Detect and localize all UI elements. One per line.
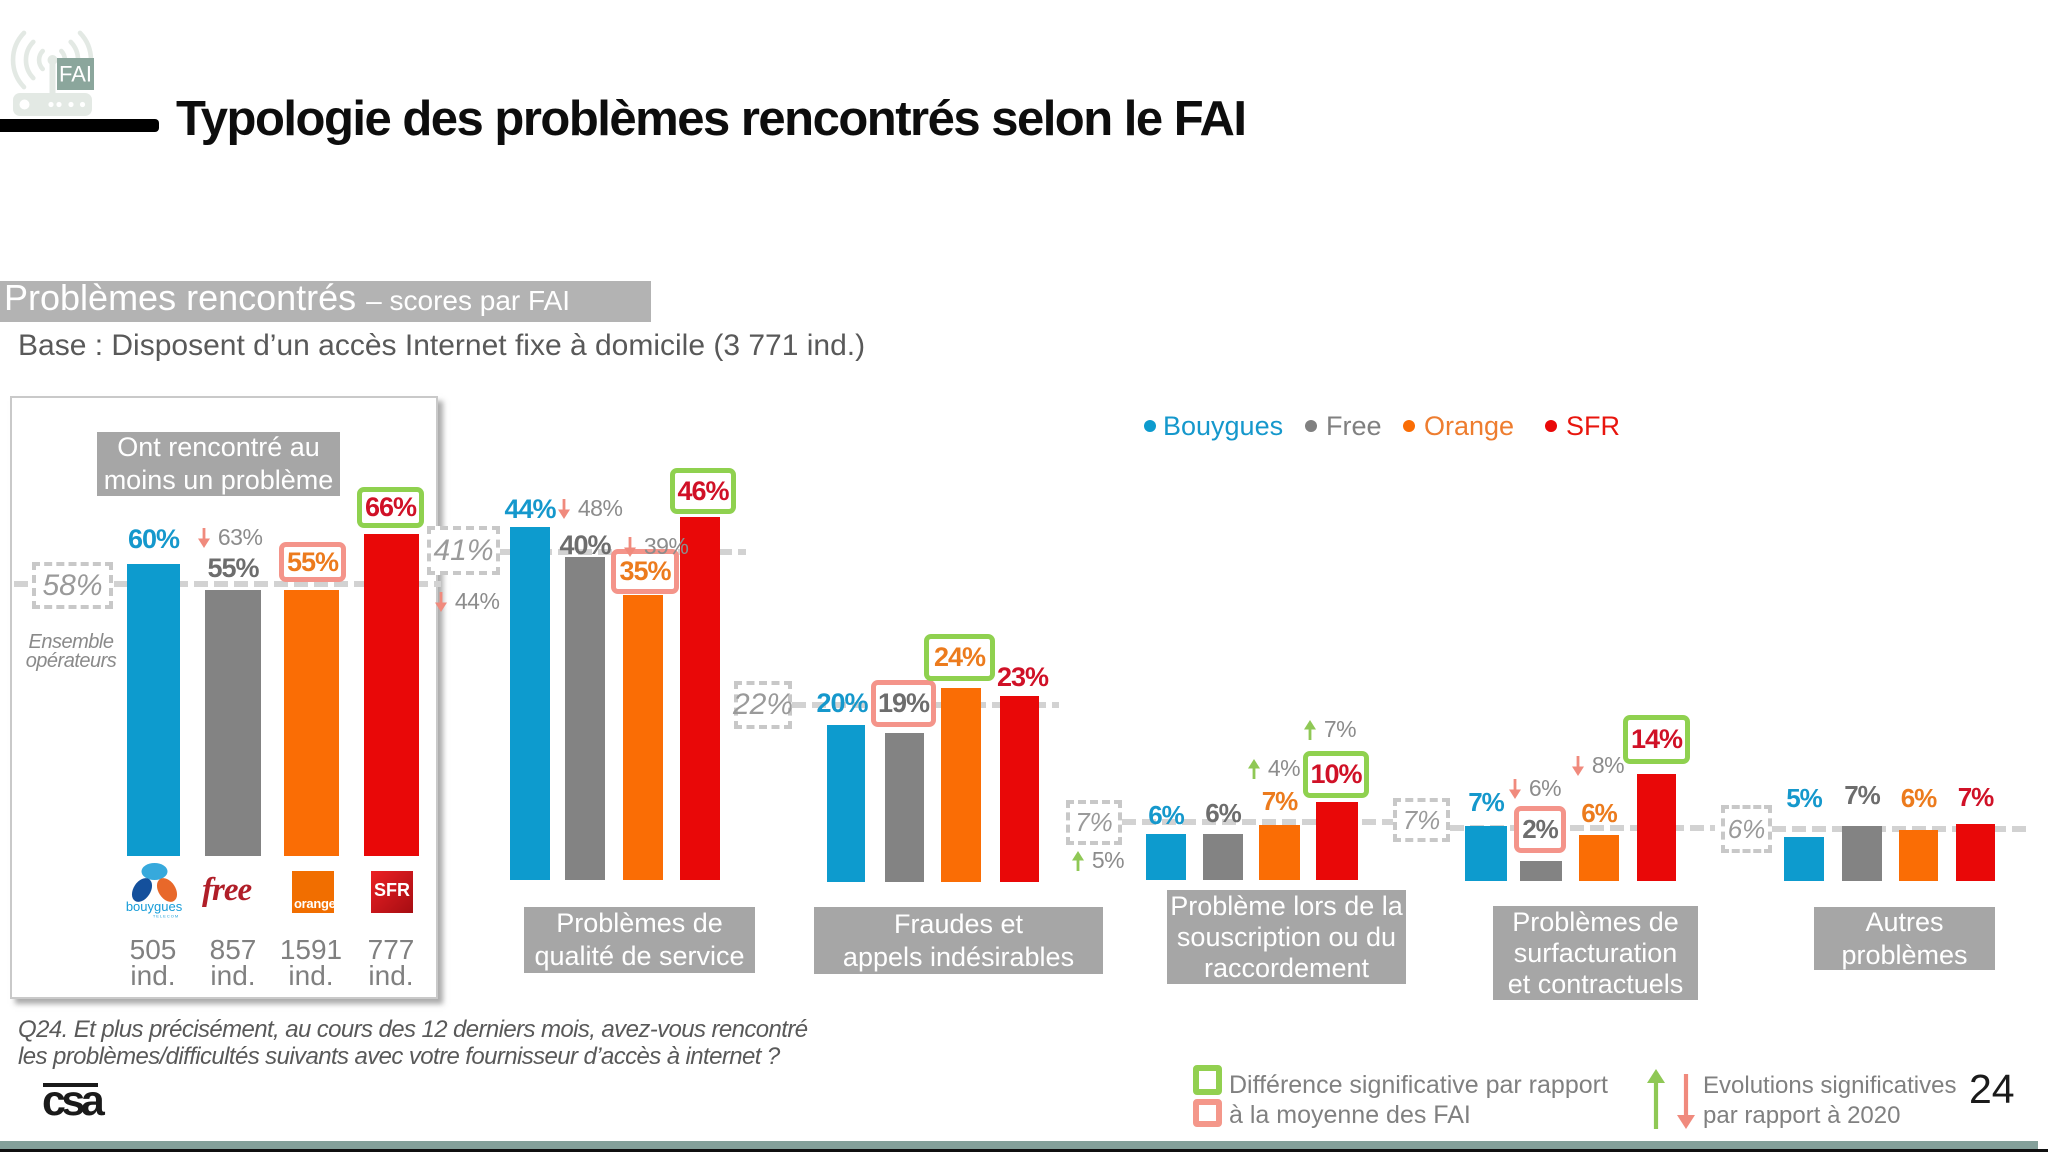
svg-text:FAI: FAI: [59, 62, 92, 87]
svg-text:bouygues: bouygues: [126, 899, 182, 914]
svg-text:TELECOM: TELECOM: [153, 914, 179, 919]
